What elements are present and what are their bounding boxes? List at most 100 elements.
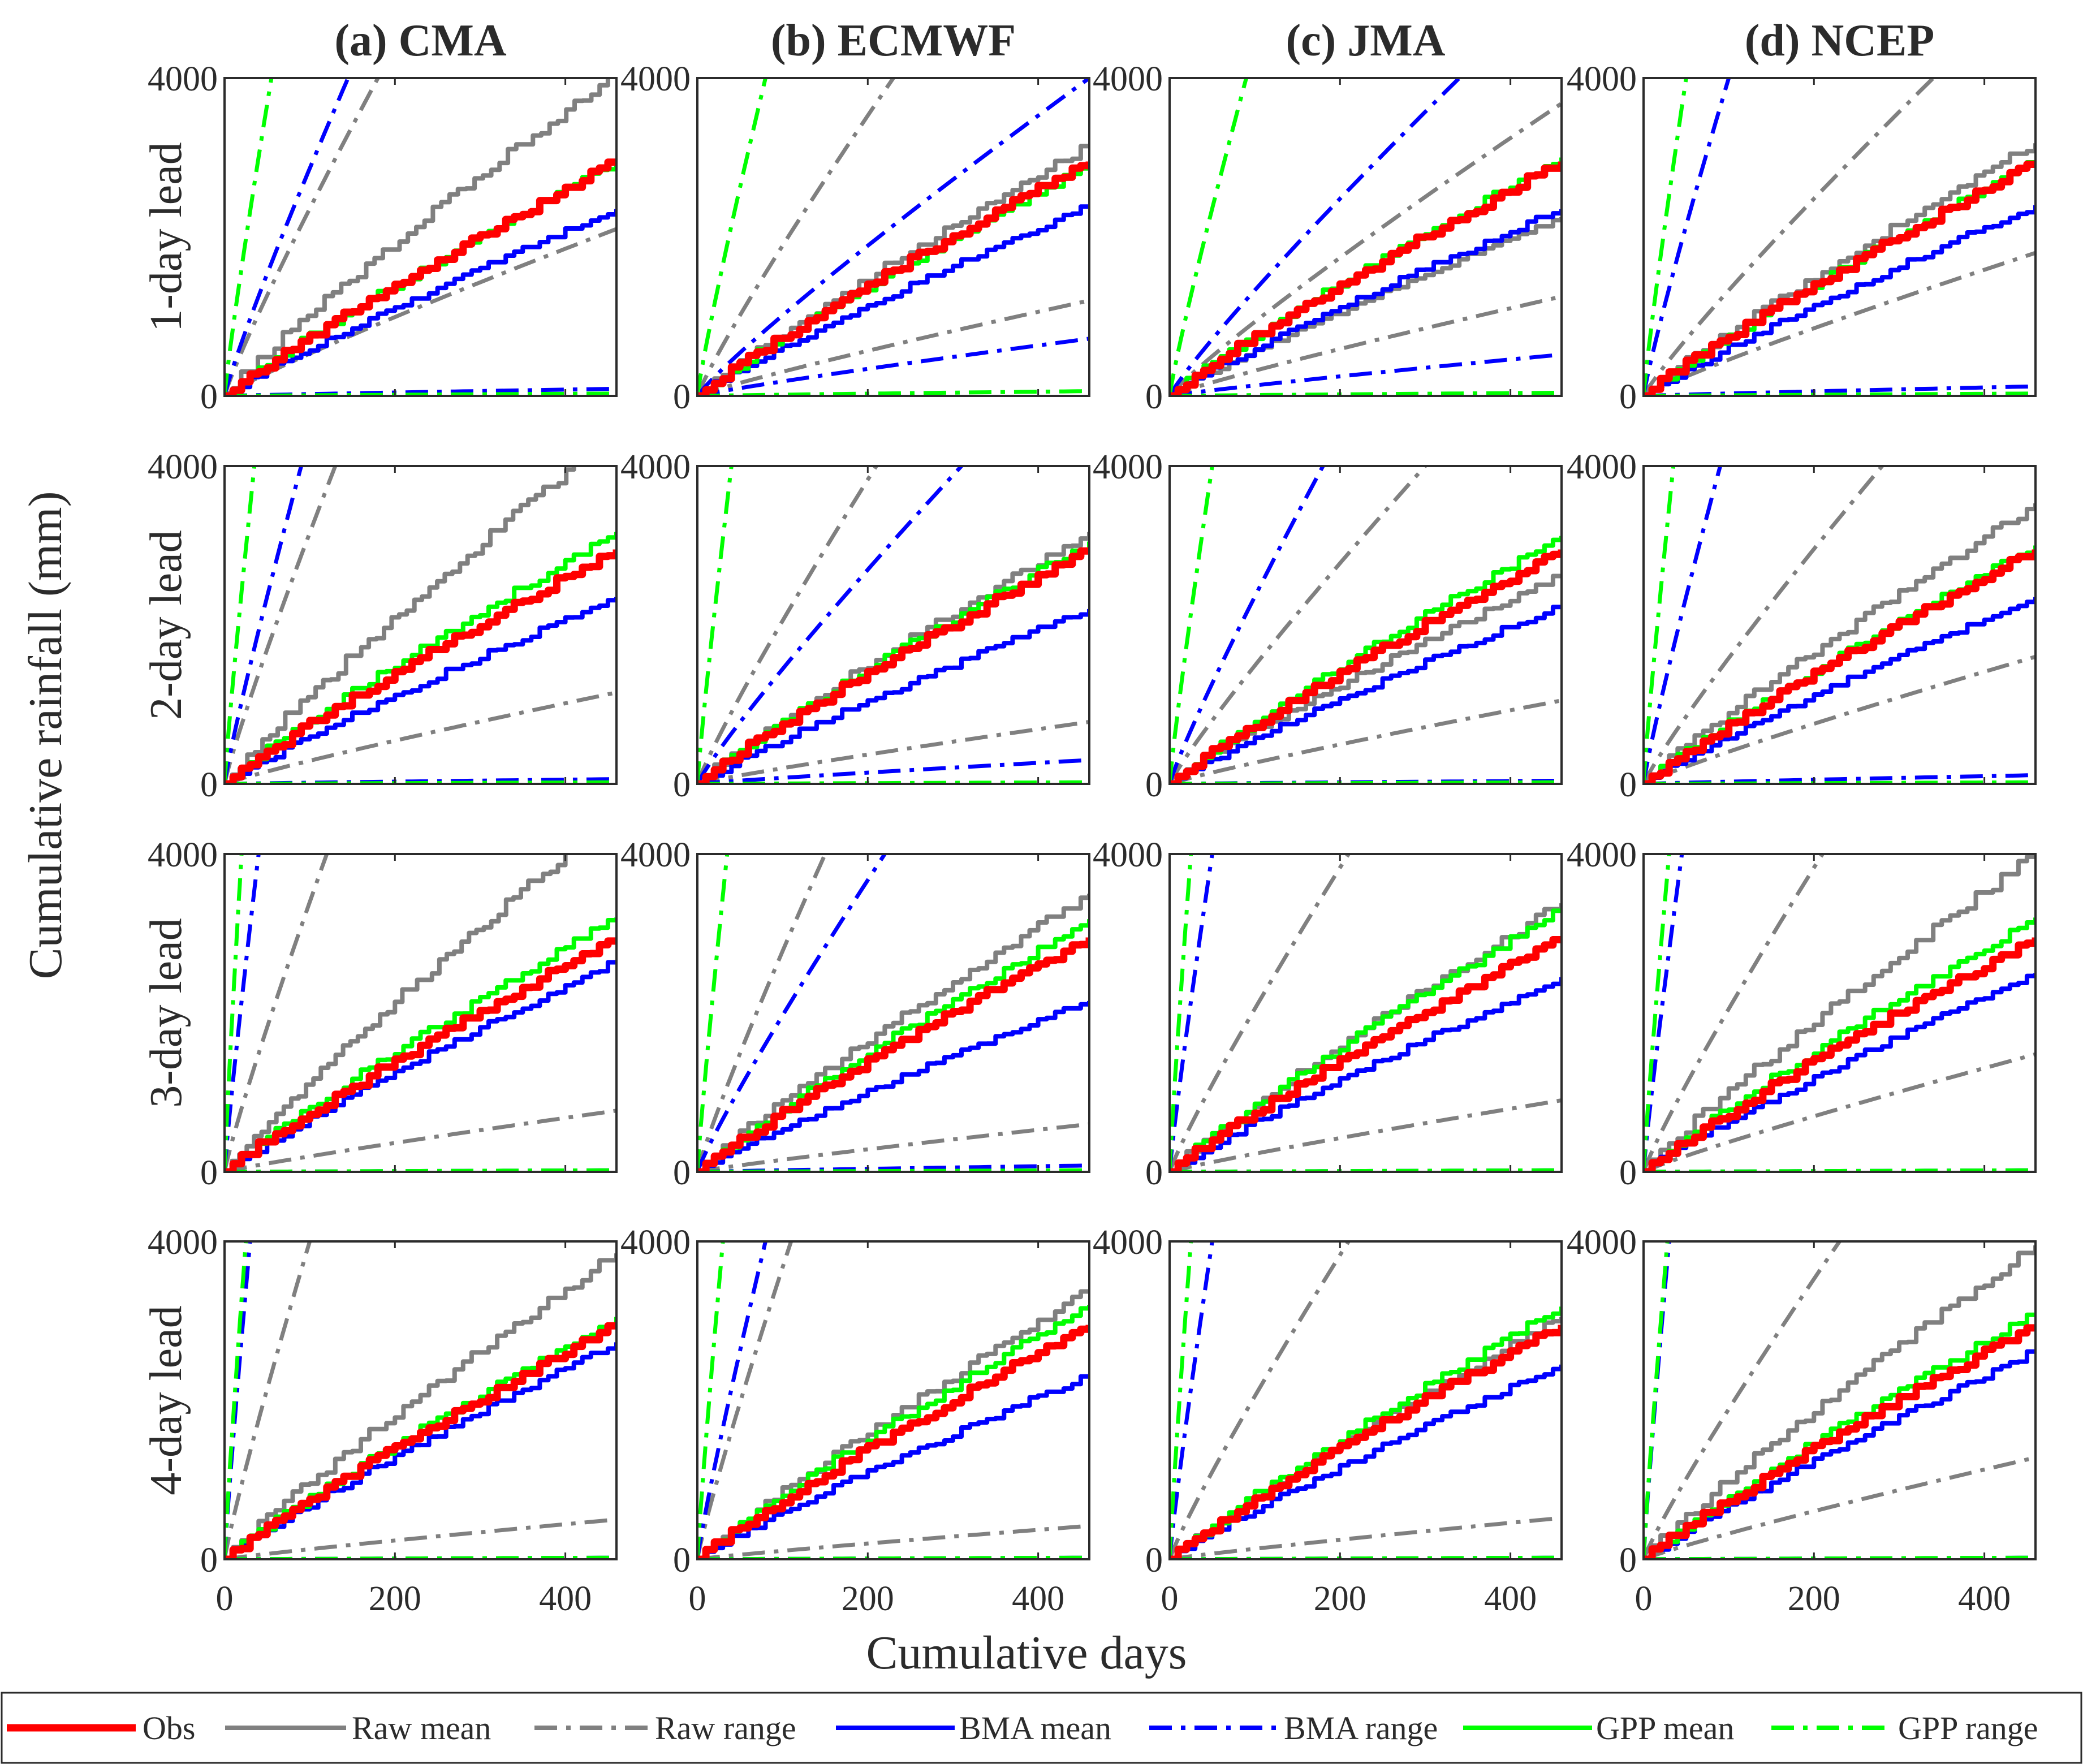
series-line-bma-range-upper [225, 466, 303, 784]
panel-frame [1168, 465, 1563, 785]
series-line-gpp-range-upper [697, 466, 734, 784]
y-tick-label: 4000 [1093, 60, 1163, 98]
series-line-raw-range-upper [225, 78, 380, 396]
legend: Obs Raw mean Raw range BMA mean BMA range GPP… [1, 1692, 2082, 1764]
panel-frame [696, 853, 1090, 1173]
series-line-raw-range-upper [1644, 78, 1935, 396]
panel-lines [1170, 854, 1562, 1172]
series-line-bma-mean [697, 609, 1089, 784]
panel-frame [223, 1240, 618, 1560]
series-line-gpp-range-upper [1644, 854, 1671, 1172]
panel-frame [1642, 1240, 2037, 1560]
panel-lines [697, 854, 1089, 1172]
legend-label: GPP mean [1596, 1710, 1734, 1746]
panel-lines [1644, 78, 2035, 396]
series-line-bma-mean [697, 1000, 1089, 1172]
panel-r2-c3: 0 4000 [1093, 448, 1563, 804]
panel-lines [225, 466, 616, 784]
series-line-raw-range-lower [1170, 698, 1562, 784]
series-line-raw-range-lower [1170, 1098, 1562, 1172]
series-line-bma-mean [1644, 597, 2035, 784]
series-line-bma-mean [1644, 205, 2035, 396]
y-tick-label: 4000 [620, 1223, 691, 1262]
series-line-obs [1170, 936, 1562, 1172]
y-tick-label: 4000 [148, 60, 218, 98]
series-line-raw-range-upper [225, 1241, 312, 1559]
series-line-bma-range-upper [1170, 78, 1461, 396]
series-line-raw-range-lower [1170, 1516, 1562, 1559]
series-line-raw-range-upper [1170, 854, 1351, 1172]
series-line-raw-range-upper [697, 854, 827, 1172]
panel-frame [696, 1240, 1090, 1560]
panel-r1-c1: 0 4000 (a) CMA 1-day lead [141, 16, 618, 416]
legend-label: Raw mean [352, 1710, 491, 1746]
x-tick-label: 400 [539, 1580, 592, 1618]
panel-lines [697, 1241, 1089, 1559]
series-line-obs [697, 1325, 1089, 1559]
series-line-obs [225, 158, 616, 396]
series-line-obs [225, 937, 616, 1172]
y-tick-label: 0 [1619, 378, 1637, 416]
panel-frame [1642, 465, 2037, 785]
series-line-obs [697, 937, 1089, 1172]
y-tick-label: 4000 [148, 448, 218, 486]
column-title: (a) CMA [334, 16, 507, 66]
series-line-bma-range-upper [225, 854, 261, 1172]
series-line-bma-mean [1644, 1349, 2035, 1559]
series-line-obs [225, 1322, 616, 1559]
y-tick-label: 4000 [1567, 60, 1637, 98]
panel-frame [223, 465, 618, 785]
series-line-bma-range-upper [225, 78, 350, 396]
y-tick-label: 4000 [148, 836, 218, 874]
y-tick-label: 0 [200, 1154, 218, 1192]
series-line-obs [1170, 549, 1562, 784]
panel-r1-c2: 0 4000 (b) ECMWF [620, 16, 1090, 416]
series-line-raw-range-upper [225, 854, 329, 1172]
legend-box [1, 1692, 2082, 1764]
y-tick-label: 4000 [1093, 1223, 1163, 1262]
series-line-gpp-range-upper [1644, 78, 1688, 396]
legend-label: BMA range [1284, 1710, 1438, 1746]
y-tick-label: 0 [673, 1154, 691, 1192]
series-line-bma-range-upper [697, 1241, 767, 1559]
y-tick-label: 0 [1619, 766, 1637, 804]
y-tick-label: 4000 [620, 836, 691, 874]
panel-frame [1642, 77, 2037, 397]
y-tick-label: 0 [1619, 1541, 1637, 1580]
panel-r4-c2: 0 4000 0 200 400 [620, 1223, 1090, 1618]
y-tick-label: 0 [673, 766, 691, 804]
series-line-gpp-range-upper [225, 466, 257, 784]
y-tick-label: 0 [1145, 1541, 1163, 1580]
series-line-raw-range-upper [225, 466, 338, 784]
series-line-raw-range-lower [697, 719, 1089, 784]
series-line-raw-range-lower [1644, 1455, 2035, 1559]
series-line-raw-mean [225, 78, 610, 396]
series-line-raw-mean [225, 1253, 616, 1559]
x-axis-label: Cumulative days [866, 1627, 1187, 1679]
y-tick-label: 4000 [1567, 1223, 1637, 1262]
panel-lines [1644, 854, 2035, 1172]
series-line-raw-range-lower [1644, 654, 2035, 784]
panel-frame [1168, 77, 1563, 397]
y-tick-label: 4000 [1567, 836, 1637, 874]
x-tick-label: 0 [1635, 1580, 1653, 1618]
panel-frame [696, 465, 1090, 785]
series-line-obs [1170, 161, 1562, 396]
series-line-bma-mean [225, 1342, 616, 1559]
series-line-bma-mean [697, 204, 1089, 396]
series-line-bma-range-upper [1170, 466, 1325, 784]
y-tick-label: 0 [1145, 378, 1163, 416]
series-line-bma-mean [225, 597, 616, 784]
panel-r1-c4: 0 4000 (d) NCEP [1567, 16, 2037, 416]
series-line-gpp-range-upper [697, 854, 730, 1172]
panel-lines [697, 466, 1089, 784]
panel-frame [223, 77, 618, 397]
y-tick-label: 0 [1145, 1154, 1163, 1192]
y-tick-label: 0 [200, 1541, 218, 1580]
panel-lines [1170, 466, 1562, 784]
series-line-gpp-range-upper [225, 78, 274, 396]
y-axis-label: Cumulative rainfall (mm) [19, 491, 72, 979]
series-line-gpp-range-upper [225, 854, 244, 1172]
